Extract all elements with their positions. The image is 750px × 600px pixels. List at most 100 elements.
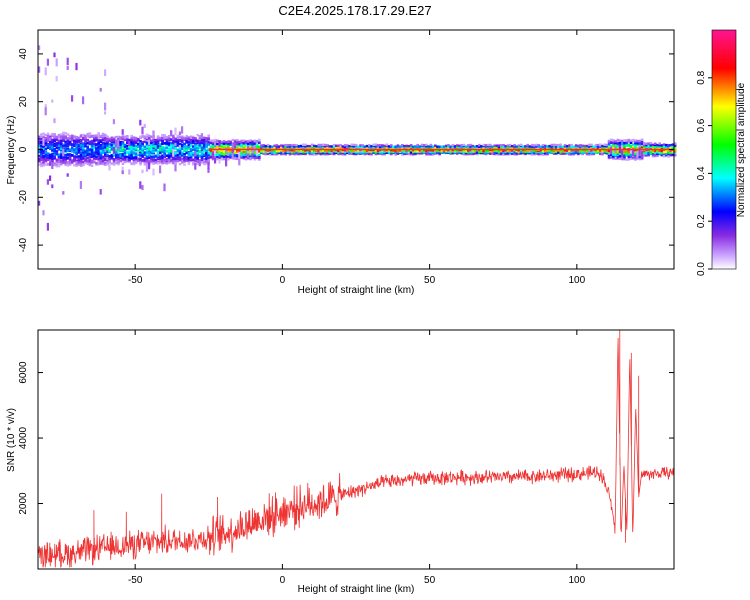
- heatmap-cell: [288, 144, 292, 147]
- heatmap-cell: [526, 150, 529, 153]
- heatmap-cell: [253, 151, 257, 154]
- heatmap-cell: [258, 138, 261, 142]
- heatmap-cell: [174, 150, 177, 154]
- heatmap-cell: [249, 146, 252, 149]
- heatmap-cell: [229, 140, 232, 144]
- heatmap-cell: [277, 145, 281, 148]
- heatmap-cell: [209, 149, 213, 152]
- heatmap-cell: [546, 146, 549, 149]
- heatmap-cell: [214, 153, 217, 156]
- heatmap-cell: [198, 150, 202, 153]
- heatmap-cell: [423, 144, 426, 147]
- heatmap-cell: [249, 141, 252, 144]
- heatmap-cell: [262, 150, 265, 153]
- heatmap-cell: [66, 149, 70, 153]
- heatmap-cell: [577, 146, 580, 149]
- heatmap-cell: [126, 155, 129, 159]
- heatmap-cell: [218, 154, 221, 157]
- heatmap-cell: [500, 150, 503, 153]
- heatmap-cell: [62, 160, 65, 163]
- heatmap-cell: [178, 154, 182, 157]
- heatmap-cell: [436, 149, 439, 152]
- heatmap-cell: [654, 153, 657, 157]
- heatmap-cell: [156, 138, 160, 141]
- heatmap-cell: [181, 147, 184, 151]
- heatmap-cell: [104, 142, 107, 145]
- heatmap-cell: [192, 148, 195, 151]
- heatmap-cell: [165, 162, 169, 165]
- heatmap-cell: [170, 143, 173, 146]
- heatmap-cell: [75, 164, 78, 167]
- heatmap-cell: [88, 156, 92, 159]
- heatmap-cell: [407, 145, 411, 148]
- heatmap-cell: [335, 151, 338, 155]
- heatmap-cell: [145, 155, 149, 158]
- heatmap-cell: [341, 153, 345, 156]
- heatmap-cell: [192, 152, 195, 155]
- heatmap-cell: [651, 153, 655, 157]
- heatmap-cell: [126, 135, 129, 138]
- heatmap-cell: [418, 152, 422, 155]
- heatmap-cell: [643, 142, 646, 145]
- heatmap-cell: [181, 136, 184, 140]
- heatmap-cell: [403, 152, 406, 155]
- heatmap-cell: [471, 150, 474, 153]
- heatmap-cell: [121, 145, 125, 148]
- heatmap-cell: [568, 149, 571, 153]
- heatmap-cell: [104, 111, 107, 115]
- heatmap-cell: [478, 145, 481, 148]
- heatmap-cell: [159, 151, 162, 155]
- heatmap-cell: [343, 145, 347, 148]
- heatmap-cell: [104, 146, 107, 149]
- heatmap-cell: [383, 150, 386, 154]
- heatmap-cell: [493, 144, 496, 147]
- heatmap-cell: [526, 143, 529, 147]
- heatmap-cell: [203, 160, 206, 164]
- heatmap-cell: [306, 144, 309, 148]
- heatmap-cell: [60, 140, 63, 144]
- heatmap-cell: [489, 152, 492, 155]
- heatmap-cell: [75, 153, 78, 156]
- heatmap-cell: [88, 160, 92, 163]
- heatmap-cell: [137, 144, 140, 147]
- heatmap-cell: [71, 144, 74, 147]
- heatmap-cell: [227, 150, 230, 154]
- heatmap-cell: [222, 152, 226, 155]
- heatmap-cell: [185, 145, 188, 148]
- heatmap-cell: [97, 145, 100, 149]
- heatmap-cell: [453, 149, 457, 152]
- heatmap-cell: [60, 135, 63, 138]
- heatmap-cell: [651, 155, 655, 158]
- heatmap-cell: [431, 150, 435, 154]
- heatmap-cell: [242, 139, 246, 142]
- heatmap-cell: [209, 155, 213, 158]
- heatmap-cell: [75, 151, 78, 154]
- heatmap-cell: [55, 141, 59, 145]
- heatmap-cell: [42, 160, 45, 164]
- heatmap-cell: [458, 150, 461, 153]
- heatmap-cell: [189, 141, 193, 145]
- heatmap-cell: [557, 151, 560, 154]
- heatmap-cell: [337, 146, 340, 150]
- heatmap-cell: [95, 151, 98, 155]
- x-tick-label: 50: [424, 275, 436, 286]
- heatmap-cell: [172, 145, 175, 148]
- heatmap-cell: [280, 151, 283, 154]
- heatmap-cell: [629, 145, 633, 148]
- heatmap-cell: [651, 150, 655, 153]
- heatmap-cell: [104, 151, 107, 154]
- heatmap-cell: [95, 163, 98, 166]
- heatmap-cell: [46, 222, 49, 231]
- heatmap-cell: [185, 139, 188, 142]
- heatmap-cell: [484, 146, 488, 150]
- heatmap-cell: [533, 151, 536, 154]
- heatmap-cell: [420, 143, 424, 147]
- heatmap-cell: [128, 147, 131, 150]
- heatmap-cell: [264, 152, 268, 156]
- heatmap-cell: [632, 146, 635, 149]
- heatmap-cell: [568, 152, 571, 155]
- heatmap-cell: [176, 153, 180, 157]
- colorbar-frame: [711, 29, 737, 270]
- heatmap-cell: [49, 155, 52, 158]
- heatmap-cell: [163, 146, 166, 150]
